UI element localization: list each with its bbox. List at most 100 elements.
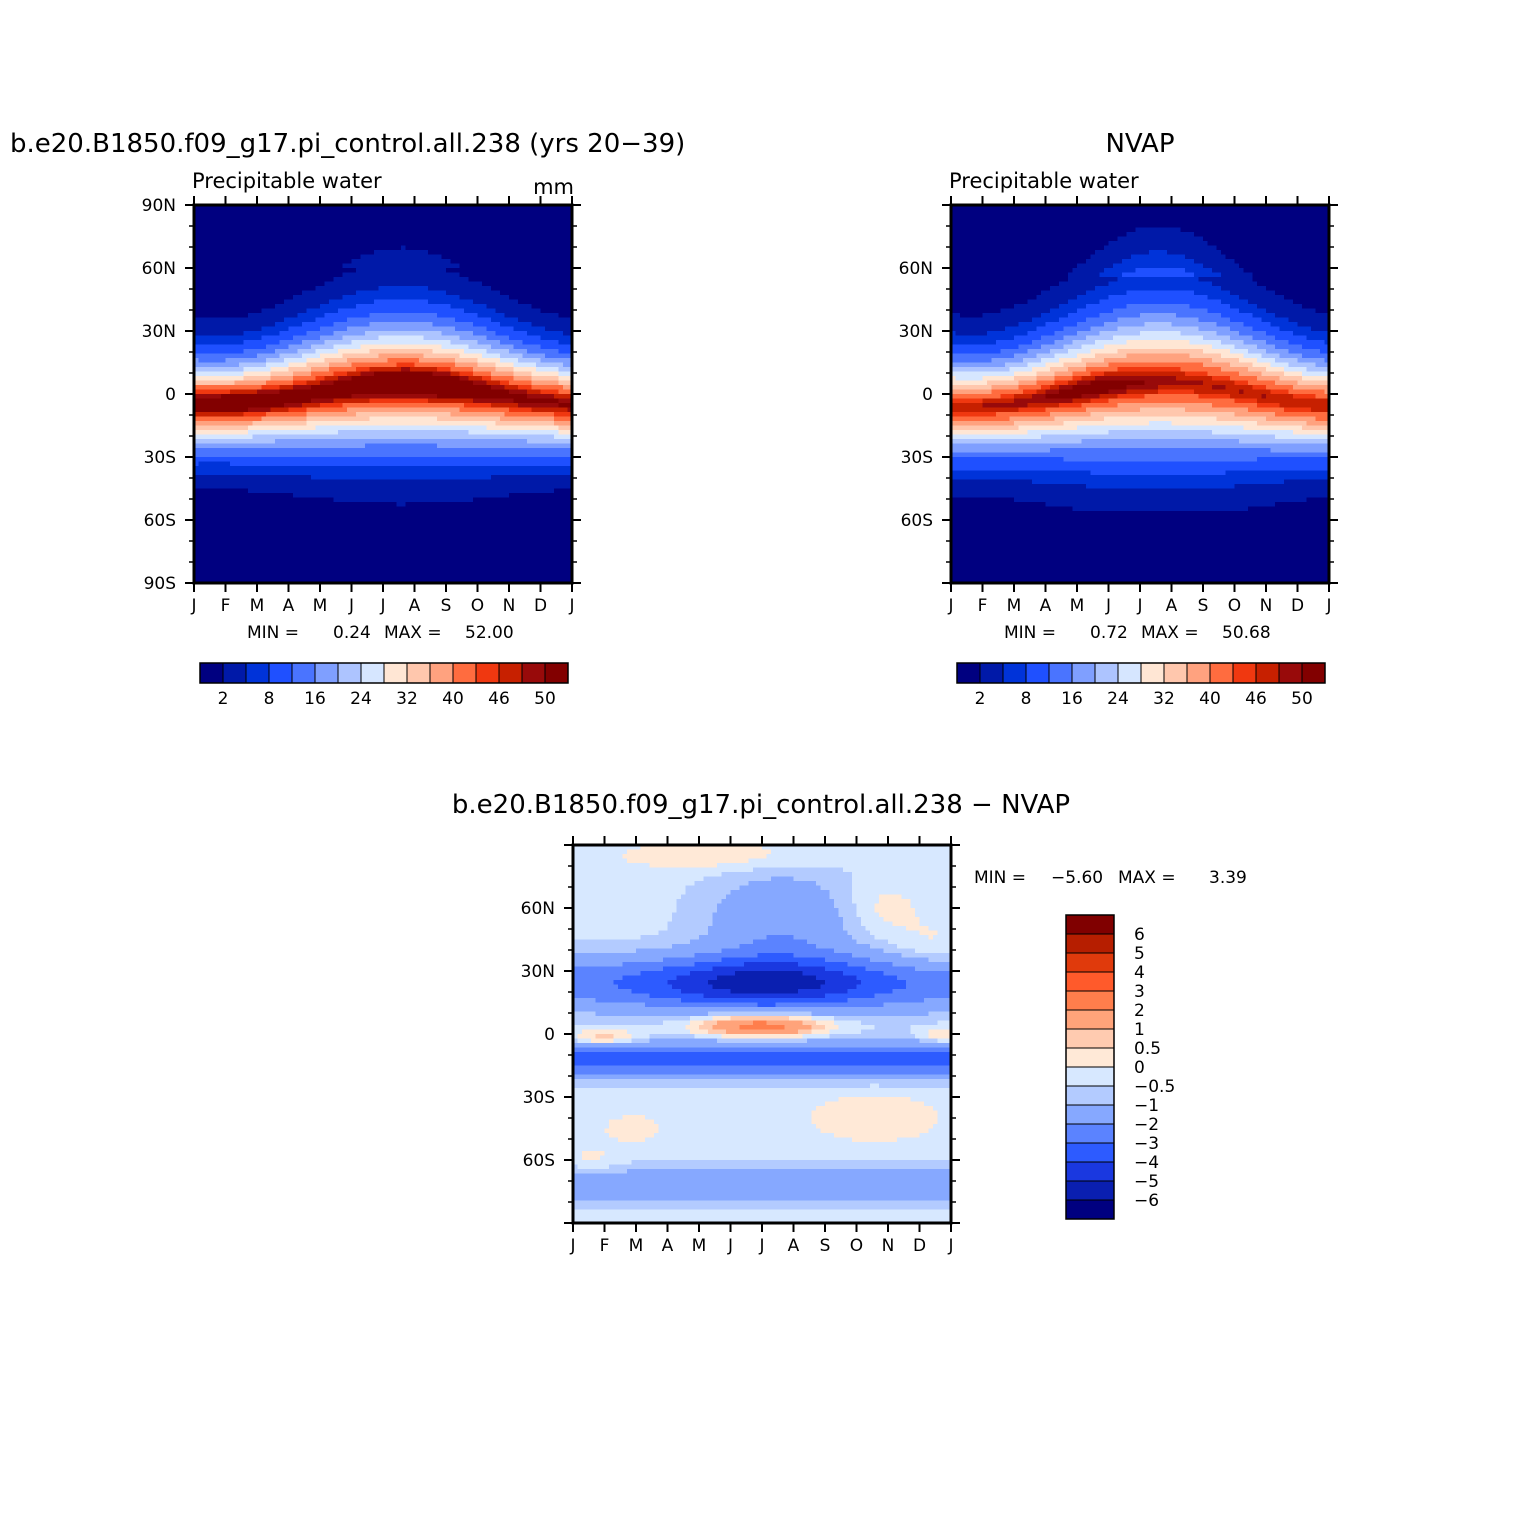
contour-cell [437,394,443,400]
contour-cell [531,218,537,224]
contour-cell [230,223,236,229]
contour-cell [414,457,420,463]
contour-cell [495,394,501,400]
contour-cell [410,443,416,449]
contour-cell [549,371,555,377]
contour-cell [270,380,276,386]
contour-cell [405,448,411,454]
contour-cell [302,227,308,233]
contour-cell [459,452,465,458]
contour-cell [536,326,542,332]
contour-cell [293,421,299,427]
contour-cell [311,425,317,431]
contour-cell [392,434,398,440]
contour-cell [297,461,303,467]
contour-cell [531,367,537,373]
contour-cell [563,245,569,251]
contour-cell [374,241,380,247]
contour-cell [482,223,488,229]
contour-cell [531,371,537,377]
contour-cell [482,461,488,467]
contour-cell [288,245,294,251]
contour-cell [518,205,524,211]
contour-cell [522,232,528,238]
contour-cell [225,385,231,391]
contour-cell [500,286,506,292]
contour-cell [509,457,515,463]
contour-cell [248,349,254,355]
contour-cell [401,245,407,251]
contour-cell [203,326,209,332]
contour-cell [225,353,231,359]
contour-cell [329,227,335,233]
contour-cell [333,461,339,467]
contour-cell [374,227,380,233]
contour-cell [333,385,339,391]
contour-cell [464,209,470,215]
contour-cell [459,416,465,422]
contour-cell [203,367,209,373]
contour-cell [284,259,290,265]
contour-cell [338,412,344,418]
contour-cell [230,443,236,449]
contour-cell [459,218,465,224]
contour-cell [396,425,402,431]
contour-cell [234,403,240,409]
contour-cell [221,398,227,404]
contour-cell [203,227,209,233]
contour-cell [230,470,236,476]
contour-cell [225,277,231,283]
contour-cell [257,250,263,256]
contour-cell [207,227,213,233]
contour-cell [464,398,470,404]
contour-cell [540,259,546,265]
contour-cell [338,367,344,373]
contour-cell [504,295,510,301]
contour-cell [365,403,371,409]
contour-cell [225,317,231,323]
contour-cell [203,272,209,278]
contour-cell [194,308,200,314]
contour-cell [414,277,420,283]
contour-cell [387,430,393,436]
contour-cell [387,281,393,287]
contour-cell [374,349,380,355]
contour-cell [203,290,209,296]
contour-cell [257,353,263,359]
contour-cell [441,439,447,445]
contour-cell [369,250,375,256]
contour-cell [495,259,501,265]
contour-cell [194,245,200,251]
contour-cell [225,452,231,458]
contour-cell [504,443,510,449]
contour-cell [468,389,474,395]
contour-cell [351,281,357,287]
contour-cell [338,470,344,476]
contour-cell [275,434,281,440]
contour-cell [464,263,470,269]
contour-cell [306,389,312,395]
contour-cell [378,358,384,364]
contour-cell [194,326,200,332]
contour-cell [549,425,555,431]
contour-cell [567,385,572,391]
contour-cell [383,277,389,283]
contour-cell [365,245,371,251]
contour-cell [221,403,227,409]
contour-cell [504,358,510,364]
contour-cell [441,466,447,472]
contour-cell [428,425,434,431]
contour-cell [252,218,258,224]
contour-cell [486,394,492,400]
contour-cell [315,452,321,458]
contour-cell [450,443,456,449]
contour-cell [567,227,572,233]
contour-cell [221,250,227,256]
contour-cell [230,250,236,256]
contour-cell [495,349,501,355]
contour-cell [284,362,290,368]
contour-cell [230,349,236,355]
contour-cell [212,421,218,427]
contour-cell [275,421,281,427]
contour-cell [270,205,276,211]
